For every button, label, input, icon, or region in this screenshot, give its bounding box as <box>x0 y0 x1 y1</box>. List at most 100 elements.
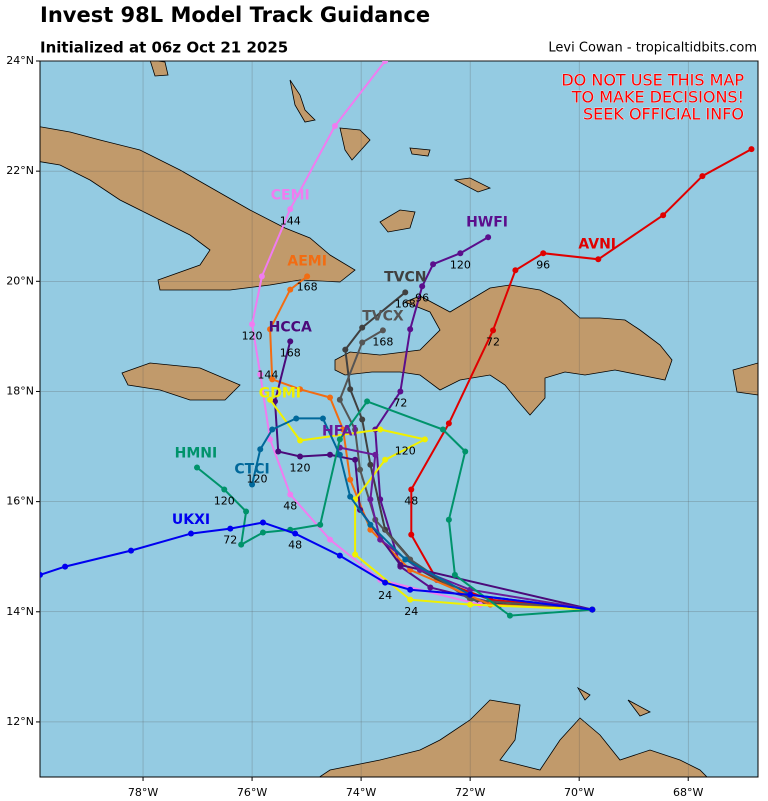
forecast-hour-label: 120 <box>290 462 311 475</box>
forecast-hour-label: 120 <box>395 444 416 457</box>
model-name: HWFI <box>466 214 508 230</box>
track-point <box>660 212 667 219</box>
track-point <box>359 416 366 423</box>
track-point <box>397 561 404 568</box>
x-tick-label: 72°W <box>455 786 485 799</box>
track-point <box>352 456 359 463</box>
forecast-hour-label: 120 <box>450 258 471 271</box>
track-point <box>287 206 294 213</box>
track-point <box>364 398 371 405</box>
forecast-hour-label: 168 <box>395 297 416 310</box>
y-tick-label: 24°N <box>6 54 34 67</box>
model-name: AEMI <box>287 253 327 269</box>
tracks <box>40 61 755 619</box>
forecast-hour-label: 168 <box>297 280 318 293</box>
y-tick-label: 16°N <box>6 495 34 508</box>
track-point <box>467 591 474 598</box>
forecast-hour-label: 120 <box>246 473 267 486</box>
track-point <box>269 376 276 383</box>
forecast-hour-label: 72 <box>486 335 500 348</box>
track-point <box>407 596 414 603</box>
forecast-hour-label: 48 <box>288 539 302 552</box>
model-name: TVCN <box>384 269 426 285</box>
track-point <box>408 486 415 493</box>
track-point <box>402 289 409 296</box>
track-point <box>445 420 452 427</box>
track-point <box>327 451 334 458</box>
track-point <box>506 612 513 619</box>
y-tick-label: 12°N <box>6 715 34 728</box>
track-point <box>367 496 374 503</box>
track-point <box>359 339 366 346</box>
track-point <box>257 446 264 453</box>
track-point <box>249 481 256 488</box>
track-point <box>402 556 409 563</box>
track-point <box>269 426 276 433</box>
track-point <box>259 519 266 526</box>
track-point <box>408 531 415 538</box>
track-point <box>293 415 300 422</box>
subtitle: Initialized at 06z Oct 21 2025 <box>40 39 288 57</box>
track-point <box>243 508 250 515</box>
track-point <box>462 448 469 455</box>
x-tick-label: 70°W <box>564 786 594 799</box>
warning-text: TO MAKE DECISIONS! <box>571 88 744 107</box>
forecast-hour-label: 144 <box>257 368 278 381</box>
track-point <box>382 579 389 586</box>
track-point <box>297 386 304 393</box>
track-point <box>297 437 304 444</box>
track-point <box>427 584 434 591</box>
track-point <box>367 521 374 528</box>
track-point <box>275 448 282 455</box>
track-point <box>336 451 343 458</box>
track-line <box>269 275 593 611</box>
track-point <box>512 267 519 274</box>
track-point <box>347 493 354 500</box>
model-name: HCCA <box>269 320 312 336</box>
track-point <box>128 547 135 554</box>
track-point <box>331 122 338 129</box>
forecast-hour-label: 48 <box>283 500 297 513</box>
track-point <box>267 326 274 333</box>
track-point <box>259 529 266 536</box>
track-point <box>367 526 374 533</box>
y-tick-label: 18°N <box>6 384 34 397</box>
track-point <box>327 394 334 401</box>
track-point <box>249 321 256 328</box>
forecast-hour-label: 120 <box>214 495 235 508</box>
forecast-hour-label: 72 <box>223 534 237 547</box>
model-name: AVNI <box>578 236 616 252</box>
track-point <box>445 516 452 523</box>
track-point <box>359 324 366 331</box>
forecast-hour-label: 168 <box>280 346 301 359</box>
track-point <box>748 146 755 153</box>
track-point <box>342 346 349 353</box>
x-tick-label: 74°W <box>346 786 376 799</box>
model-name: HMNI <box>175 446 218 462</box>
track-point <box>490 327 497 334</box>
track-point <box>397 388 404 395</box>
track-point <box>188 530 195 537</box>
track-point <box>540 250 547 257</box>
title: Invest 98L Model Track Guidance <box>40 3 430 27</box>
track-point <box>589 606 596 613</box>
forecast-hour-label: 96 <box>415 291 429 304</box>
track-point <box>327 536 334 543</box>
track-point <box>287 338 294 345</box>
forecast-hour-label: 24 <box>378 589 392 602</box>
track-point <box>319 415 326 422</box>
track-point <box>439 426 446 433</box>
x-tick-label: 68°W <box>673 786 703 799</box>
track-point <box>467 601 474 608</box>
land <box>40 61 758 777</box>
track-point <box>336 436 343 443</box>
forecast-hour-label: 24 <box>404 605 418 618</box>
track-point <box>352 426 359 433</box>
forecast-hour-label: 168 <box>372 335 393 348</box>
track-line <box>251 61 593 611</box>
track-point <box>595 256 602 263</box>
track-point <box>287 286 294 293</box>
track-point <box>419 283 426 290</box>
track-point <box>238 541 245 548</box>
